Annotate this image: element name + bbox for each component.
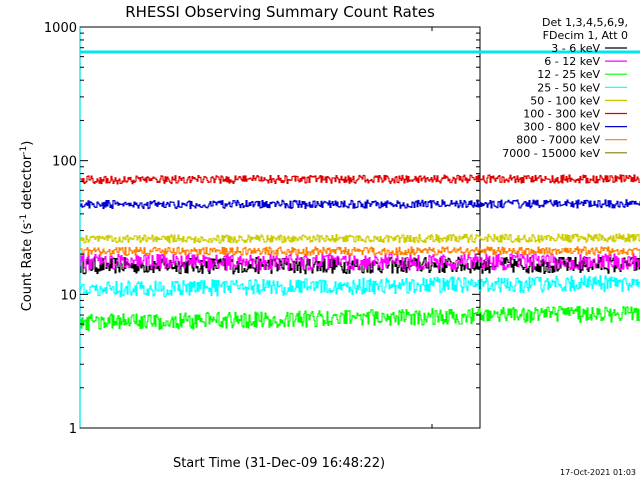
legend-entry-label: 25 - 50 keV: [537, 81, 600, 94]
y-tick-label: 1000: [44, 21, 77, 36]
y-axis-label: Count Rate (s-1 detector-1): [19, 141, 35, 312]
legend-header: FDecim 1, Att 0: [543, 29, 628, 42]
legend-header: Det 1,3,4,5,6,9,: [542, 16, 628, 29]
y-axis-label-sup1: -1: [19, 214, 29, 223]
series-6: [80, 199, 640, 210]
series-2: [80, 305, 640, 331]
plot-area: [79, 26, 481, 429]
footer-date: 17-Oct-2021 01:03: [560, 468, 636, 477]
legend-entry-label: 7000 - 15000 keV: [502, 147, 600, 160]
y-axis-label-sup2: -1: [19, 146, 29, 155]
plot-frame: [79, 26, 481, 429]
series-0: [80, 256, 640, 275]
chart-title: RHESSI Observing Summary Count Rates: [125, 3, 435, 21]
x-axis-label: Start Time (31-Dec-09 16:48:22): [173, 456, 385, 471]
legend-entry-label: 100 - 300 keV: [523, 108, 600, 121]
y-axis-label-mid: detector: [20, 154, 35, 214]
legend: Det 1,3,4,5,6,9,FDecim 1, Att 03 - 6 keV…: [502, 16, 628, 160]
annotation-layer: NS: [79, 27, 640, 428]
series-6-segment-0: [80, 199, 640, 210]
y-tick-label: 1: [69, 422, 77, 437]
series-2-segment-0: [80, 305, 640, 331]
y-axis-label-end: ): [20, 141, 35, 146]
legend-entry-label: 800 - 7000 keV: [516, 134, 600, 147]
legend-entry-label: 12 - 25 keV: [537, 68, 600, 81]
legend-entry-label: 300 - 800 keV: [523, 121, 600, 134]
series-0-segment-0: [80, 256, 640, 275]
y-axis-label-main: Count Rate (s: [20, 223, 35, 312]
legend-entry-label: 50 - 100 keV: [530, 94, 600, 107]
axes-layer: 110100100017:0017:1517:3017:4518:0018:15: [44, 21, 480, 437]
y-tick-label: 100: [52, 155, 77, 170]
legend-entry-label: 6 - 12 keV: [544, 55, 600, 68]
y-tick-label: 10: [60, 288, 77, 303]
series-layer: [80, 174, 640, 331]
legend-entry-label: 3 - 6 keV: [551, 42, 600, 55]
